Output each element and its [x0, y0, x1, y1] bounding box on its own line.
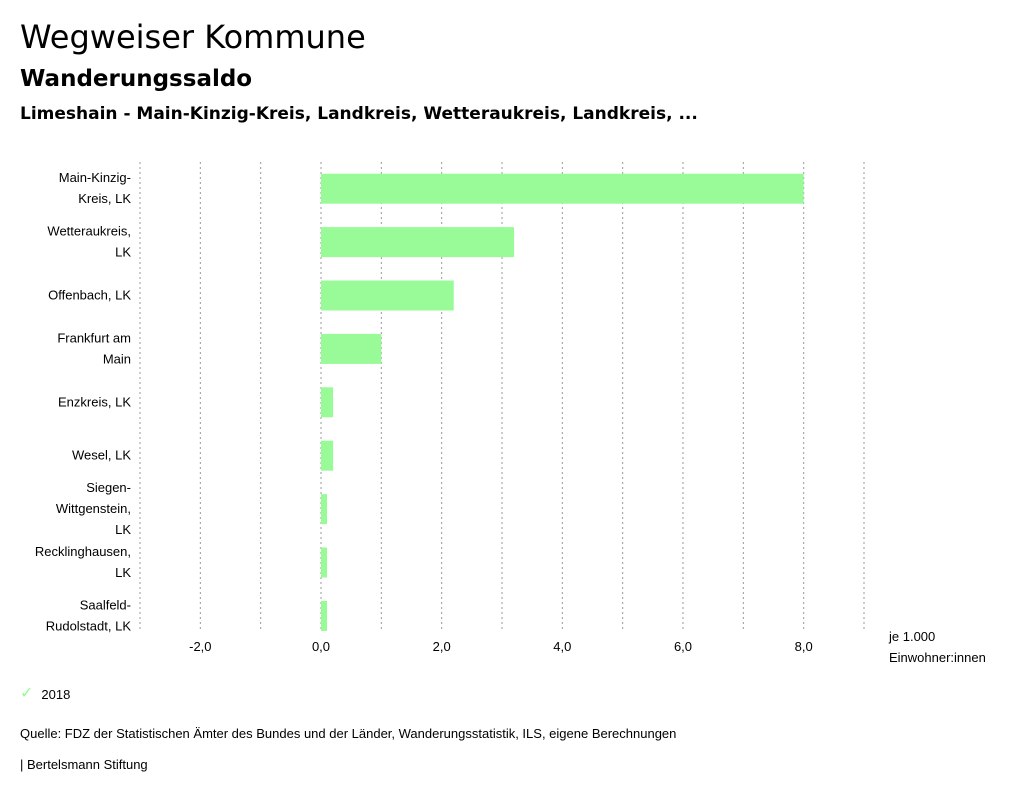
tick-label: -2,0 [189, 639, 211, 654]
chart-subtitle: Wanderungssaldo [20, 66, 253, 92]
check-icon[interactable]: ✓ [20, 685, 34, 702]
category-label: Kreis, LK [78, 191, 131, 206]
category-label: Wesel, LK [72, 448, 131, 463]
category-label: Wetteraukreis, [47, 224, 131, 239]
tick-label: 2,0 [433, 639, 451, 654]
bar [321, 494, 328, 525]
bar [321, 280, 454, 311]
bar-chart: Main-Kinzig- Kreis, LK Wetteraukreis, LK Off… [35, 162, 986, 665]
category-label: Frankfurt am [57, 330, 131, 345]
category-label: Recklinghausen, [35, 544, 131, 559]
region-label: Limeshain - Main-Kinzig-Kreis, Landkreis… [20, 104, 698, 124]
tick-label: 4,0 [553, 639, 571, 654]
category-label: Saalfeld- [80, 597, 131, 612]
source-note: Quelle: FDZ der Statistischen Ämter des … [20, 726, 677, 741]
bar [321, 600, 328, 631]
category-label: LK [115, 522, 131, 537]
unit-label: Einwohner:innen [889, 650, 986, 665]
tick-label: 6,0 [674, 639, 692, 654]
category-label: Rudolstadt, LK [46, 618, 132, 633]
bar [321, 547, 328, 578]
unit-label: je 1.000 [888, 629, 935, 644]
bar [321, 440, 334, 471]
bar [321, 333, 382, 364]
tick-label: 0,0 [312, 639, 330, 654]
legend-label: 2018 [41, 686, 71, 702]
category-label: Wittgenstein, [56, 501, 131, 516]
bar [321, 173, 804, 204]
category-label: Main [103, 351, 131, 366]
tick-label: 8,0 [795, 639, 813, 654]
bar [321, 227, 515, 258]
legend[interactable]: ✓ 2018 [20, 686, 70, 702]
category-label: Siegen- [86, 480, 131, 495]
category-label: Enzkreis, LK [58, 394, 131, 409]
bar [321, 387, 334, 418]
category-label: LK [115, 245, 131, 260]
category-label: Main-Kinzig- [59, 170, 131, 185]
credit-note: | Bertelsmann Stiftung [20, 757, 148, 772]
category-label: Offenbach, LK [48, 288, 131, 303]
category-label: LK [115, 565, 131, 580]
page-title: Wegweiser Kommune [20, 18, 366, 56]
